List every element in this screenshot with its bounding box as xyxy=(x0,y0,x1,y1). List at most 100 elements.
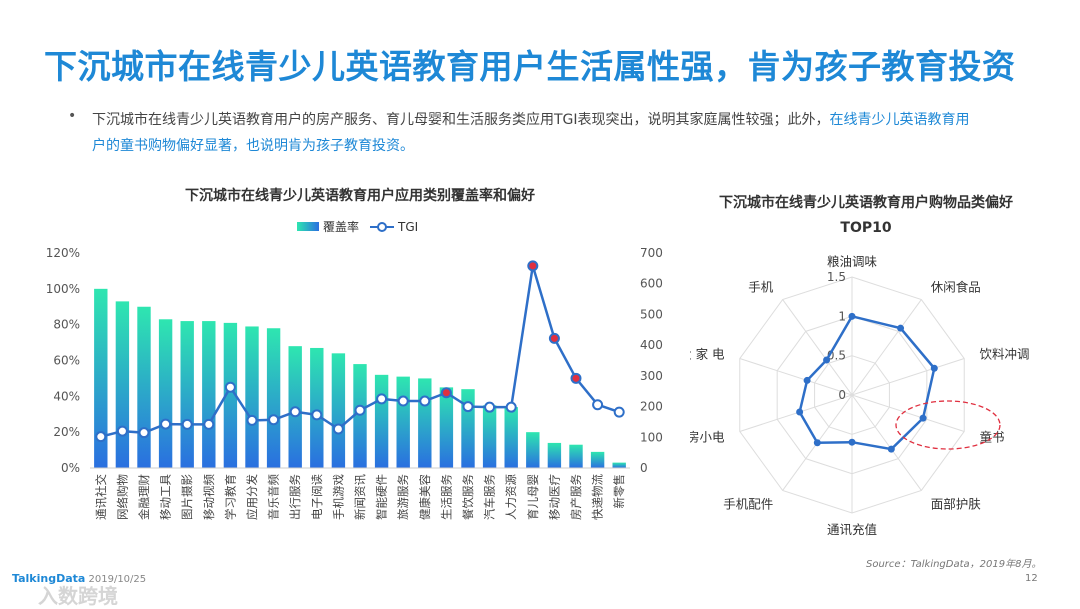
category-label: 汽车服务 xyxy=(483,474,497,520)
coverage-bar xyxy=(590,451,605,468)
radar-category-label: 童书 xyxy=(979,429,1004,444)
tgi-point xyxy=(181,418,193,430)
tgi-point xyxy=(224,381,236,393)
category-label: 移动视频 xyxy=(202,474,216,520)
radar-spoke xyxy=(851,358,965,396)
category-label: 餐饮服务 xyxy=(461,474,475,520)
radar-title-line1: 下沉城市在线青少儿英语教育用户购物品类偏好 xyxy=(719,194,1013,211)
tgi-point xyxy=(311,409,323,421)
left-tick-label: 0% xyxy=(61,461,80,475)
category-label: 快递物流 xyxy=(591,474,605,520)
tgi-point xyxy=(592,399,604,411)
radar-category-label: 粮油调味 xyxy=(827,254,878,269)
tgi-point xyxy=(376,393,388,405)
coverage-tgi-chart: 下沉城市在线青少儿英语教育用户应用类别覆盖率和偏好 覆盖率 TGI 0% 20% 4… xyxy=(46,187,663,520)
coverage-bar xyxy=(310,347,324,468)
category-label: 生活服务 xyxy=(439,474,453,520)
left-tick-label: 20% xyxy=(53,425,80,439)
coverage-bar xyxy=(158,319,173,468)
coverage-bar xyxy=(504,407,518,468)
bar-chart-title: 下沉城市在线青少儿英语教育用户应用类别覆盖率和偏好 xyxy=(185,187,535,204)
coverage-bar xyxy=(202,321,216,468)
right-tick-label: 0 xyxy=(640,461,648,475)
coverage-bar xyxy=(461,389,475,468)
coverage-bar xyxy=(137,306,151,468)
category-label: 人力资源 xyxy=(504,474,518,520)
tgi-point xyxy=(203,418,215,430)
category-label: 智能硬件 xyxy=(375,474,389,520)
coverage-bar xyxy=(353,364,367,468)
tgi-point xyxy=(462,401,474,413)
right-tick-label: 100 xyxy=(640,430,663,444)
tgi-point-highlight xyxy=(570,372,582,384)
bullet-paragraph: 下沉城市在线青少儿英语教育用户的房产服务、育儿母婴和生活服务类应用TGI表现突出… xyxy=(92,107,972,159)
category-label: 手机游戏 xyxy=(331,474,345,520)
tgi-point xyxy=(116,425,128,437)
right-tick-label: 400 xyxy=(640,338,663,352)
source-note: Source：TalkingData，2019年8月。 xyxy=(866,559,1042,570)
page-number: 12 xyxy=(1025,573,1038,584)
category-label: 新闻资讯 xyxy=(353,474,367,520)
footer-brand-date: TalkingData 2019/10/25 xyxy=(12,572,146,585)
watermark: 入数跨境 xyxy=(38,584,118,608)
radar-point xyxy=(887,445,895,453)
radar-point xyxy=(848,312,856,320)
radar-spoke xyxy=(739,358,853,396)
radar-ring-label: 1 xyxy=(838,309,846,323)
footer-brand: TalkingData xyxy=(12,572,86,585)
category-label: 网络购物 xyxy=(115,474,129,520)
tgi-point xyxy=(419,395,431,407)
tgi-point xyxy=(268,414,280,426)
radar-ring-label: 0 xyxy=(838,388,846,402)
category-label: 图片摄影 xyxy=(180,474,194,520)
radar-points xyxy=(796,312,938,453)
coverage-bar xyxy=(439,387,454,468)
bar-chart-legend: 覆盖率 TGI xyxy=(297,219,418,234)
right-tick-label: 300 xyxy=(640,369,663,383)
page-title: 下沉城市在线青少儿英语教育用户生活属性强，肯为孩子教育投资 xyxy=(44,47,1016,86)
category-label: 旅游服务 xyxy=(396,474,410,520)
coverage-bar xyxy=(94,288,108,468)
legend-coverage-label: 覆盖率 xyxy=(323,219,359,234)
coverage-bar xyxy=(418,378,432,468)
coverage-bar xyxy=(526,432,540,468)
category-label: 育儿母婴 xyxy=(526,474,540,520)
coverage-bar xyxy=(180,321,194,468)
radar-ring-label: 1.5 xyxy=(827,270,846,284)
tgi-point xyxy=(246,414,258,426)
coverage-bars xyxy=(94,288,626,468)
radar-spoke xyxy=(851,394,965,432)
category-label: 健康美容 xyxy=(418,474,432,520)
radar-category-label: 休闲食品 xyxy=(931,280,981,295)
radar-point xyxy=(803,376,811,384)
legend-tgi-marker xyxy=(377,222,387,232)
legend-coverage-swatch xyxy=(297,222,319,231)
radar-grid xyxy=(739,276,965,514)
radar-point xyxy=(823,356,831,364)
radar-point xyxy=(848,438,856,446)
radar-category-label: 面部护肤 xyxy=(931,496,982,511)
radar-point xyxy=(919,414,927,422)
tgi-point xyxy=(95,431,107,443)
coverage-bar xyxy=(331,353,346,468)
tgi-point xyxy=(332,423,344,435)
highlight-ellipse xyxy=(895,400,1001,450)
radar-point xyxy=(897,324,905,332)
left-tick-label: 40% xyxy=(53,389,80,403)
category-label: 新零售 xyxy=(612,474,626,509)
bullet-marker: • xyxy=(68,108,77,124)
coverage-bar xyxy=(223,322,238,468)
category-label: 金融理财 xyxy=(137,474,151,520)
category-label: 出行服务 xyxy=(288,474,302,520)
radar-spoke xyxy=(782,299,853,396)
coverage-bar xyxy=(374,374,389,468)
coverage-bar xyxy=(547,442,562,468)
tgi-point-highlight xyxy=(548,332,560,344)
right-tick-label: 500 xyxy=(640,307,663,321)
category-labels: 通讯社交 网络购物 金融理财 移动工具 图片摄影 移动视频 学习教育 应用分发 音乐音频 出行服务… xyxy=(94,474,626,520)
legend-tgi-label: TGI xyxy=(397,220,418,234)
radar-spoke xyxy=(851,394,922,491)
coverage-bar xyxy=(266,328,281,468)
coverage-bar xyxy=(245,326,259,468)
